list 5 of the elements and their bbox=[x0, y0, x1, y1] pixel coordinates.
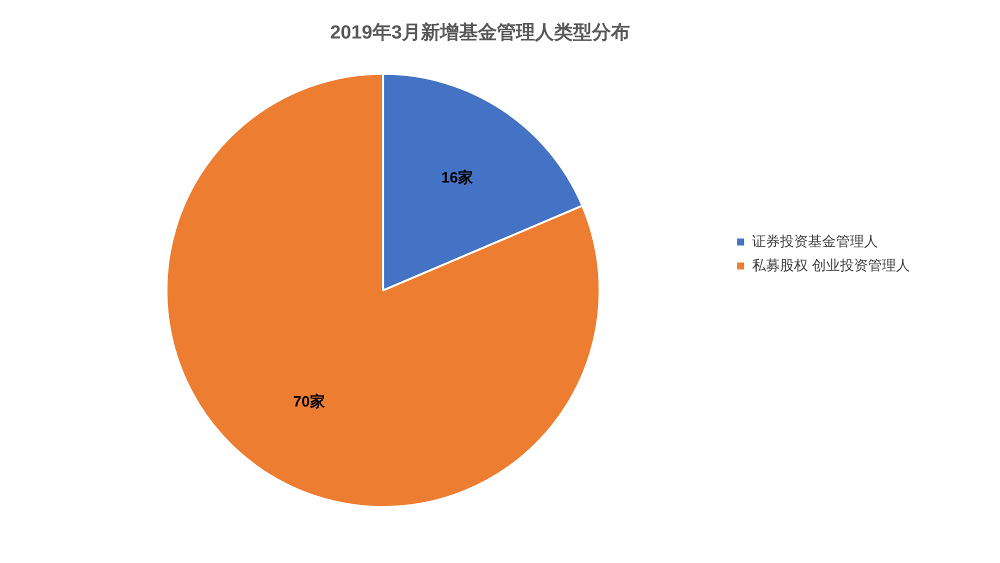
legend-label: 私募股权 创业投资管理人 bbox=[752, 256, 910, 273]
legend-label: 证券投资基金管理人 bbox=[752, 232, 878, 249]
chart-title: 2019年3月新增基金管理人类型分布 bbox=[330, 22, 630, 44]
data-label: 16家 bbox=[441, 168, 473, 187]
data-label: 70家 bbox=[293, 392, 325, 411]
